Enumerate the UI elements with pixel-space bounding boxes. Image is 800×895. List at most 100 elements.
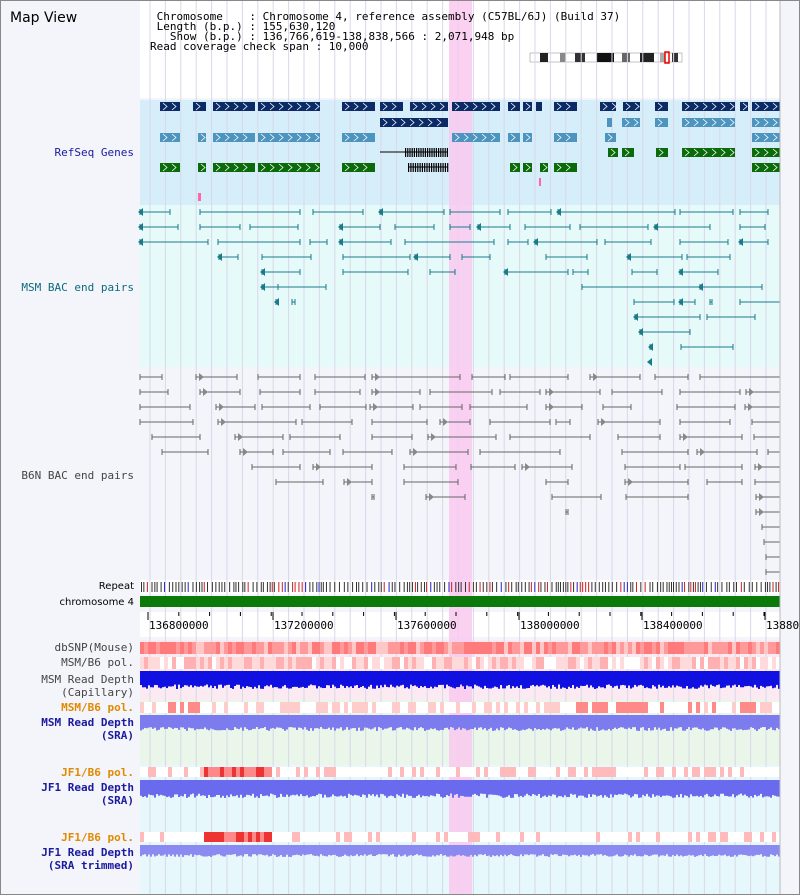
- msm-pol-heat-cell: [596, 657, 600, 669]
- msm-depth-sra-bar: [726, 715, 728, 729]
- jf1-depth-trim-bar: [300, 845, 302, 856]
- msm-pol2-heat-cell: [464, 702, 468, 713]
- track-label-msm-pol-2[interactable]: MSM/B6 pol.: [61, 701, 134, 714]
- msm-bac-end-marker: [678, 268, 683, 276]
- jf1-pol-heat-cell: [520, 767, 524, 777]
- jf1-depth-sra-bar: [330, 780, 332, 797]
- msm-pol-heat-cell: [628, 657, 632, 669]
- msm-depth-cap-bar: [176, 671, 178, 689]
- msm-pol2-heat-cell: [768, 702, 772, 713]
- msm-depth-sra-bar: [252, 715, 254, 729]
- msm-depth-sra-bar: [544, 715, 546, 730]
- msm-depth-cap-bar: [752, 671, 754, 688]
- jf1-depth-sra-bar: [478, 780, 480, 797]
- gene-strand-arrow: [362, 133, 368, 142]
- jf1-pol-heat-cell: [176, 767, 180, 777]
- dbsnp-heat-cell: [148, 642, 152, 654]
- msm-depth-cap-bar: [422, 671, 424, 688]
- track-label-dbsnp[interactable]: dbSNP(Mouse): [54, 641, 134, 654]
- track-label-b6n-bac[interactable]: B6N BAC end pairs: [21, 469, 134, 482]
- msm-depth-cap-bar: [324, 671, 326, 688]
- jf1-depth-sra-bar: [634, 780, 636, 795]
- dbsnp-heat-cell: [504, 642, 508, 654]
- msm-depth-cap-bar: [664, 671, 666, 688]
- track-label-jf1-depth-sra[interactable]: JF1 Read Depth: [41, 781, 134, 794]
- jf1-depth-sra-bar: [160, 780, 162, 795]
- dbsnp-heat-cell: [396, 642, 400, 654]
- repeat-feature: [409, 582, 411, 592]
- jf1-pol-heat-cell: [212, 767, 216, 777]
- track-label-jf1-depth-trim[interactable]: JF1 Read Depth: [41, 846, 134, 859]
- msm-depth-sra-bar: [394, 715, 396, 731]
- msm-depth-sra-bar: [682, 715, 684, 731]
- msm-depth-sra-bar: [388, 715, 390, 728]
- jf1-depth-sra-bar: [352, 780, 354, 796]
- msm-depth-cap-bar: [240, 671, 242, 689]
- msm-pol2-heat-cell: [512, 702, 516, 713]
- track-label-refseq[interactable]: RefSeq Genes: [54, 146, 134, 159]
- jf1-pol-heat-cell: [512, 767, 516, 777]
- track-label-msm-bac[interactable]: MSM BAC end pairs: [21, 281, 134, 294]
- msm-depth-sra-bar: [296, 715, 298, 731]
- msm-depth-sra-bar: [686, 715, 688, 730]
- track-label-msm-depth-cap[interactable]: MSM Read Depth: [41, 673, 134, 686]
- msm-pol2-heat-cell: [600, 702, 604, 713]
- gene-exon: [422, 148, 424, 157]
- msm-pol-heat-cell: [448, 657, 452, 669]
- msm-pol2-heat-cell: [684, 702, 688, 713]
- msm-depth-cap-bar: [296, 671, 298, 687]
- msm-depth-sra-bar: [668, 715, 670, 731]
- repeat-feature: [451, 582, 453, 592]
- track-label-jf1-pol[interactable]: JF1/B6 pol.: [61, 766, 134, 779]
- repeat-feature: [705, 582, 707, 592]
- jf1-pol2-heat-cell: [472, 832, 476, 842]
- jf1-depth-trim-bar: [724, 845, 726, 855]
- gene-strand-arrow: [463, 102, 469, 111]
- msm-pol2-heat-cell: [564, 702, 568, 713]
- msm-depth-cap-bar: [414, 671, 416, 686]
- dbsnp-heat-cell: [632, 642, 636, 654]
- repeat-feature: [168, 582, 170, 592]
- gene-strand-arrow: [565, 163, 571, 172]
- b6n-bac-end-marker: [347, 478, 352, 486]
- track-label-msm-depth-sra[interactable]: MSM Read Depth: [41, 716, 134, 729]
- jf1-pol2-heat-cell: [164, 832, 168, 842]
- gene-exon: [413, 148, 415, 157]
- jf1-depth-sra-bar: [700, 780, 702, 796]
- msm-pol-heat-cell: [328, 657, 332, 669]
- jf1-depth-sra-bar: [776, 780, 778, 797]
- msm-depth-sra-bar: [492, 715, 494, 731]
- jf1-depth-trim-bar: [354, 845, 356, 856]
- track-label-jf1-pol-2[interactable]: JF1/B6 pol.: [61, 831, 134, 844]
- jf1-depth-sra-bar: [622, 780, 624, 795]
- msm-depth-sra-bar: [494, 715, 496, 731]
- jf1-pol-heat-cell: [648, 767, 652, 777]
- track-label-msm-pol[interactable]: MSM/B6 pol.: [61, 656, 134, 669]
- msm-depth-sra-bar: [422, 715, 424, 729]
- msm-pol-heat-cell: [220, 657, 224, 669]
- jf1-depth-trim-bar: [298, 845, 300, 856]
- jf1-depth-sra-bar: [650, 780, 652, 798]
- gene-strand-arrow: [200, 133, 206, 142]
- msm-depth-cap-bar: [568, 671, 570, 687]
- msm-depth-sra-bar: [670, 715, 672, 728]
- jf1-depth-sra-bar: [314, 780, 316, 797]
- jf1-depth-trim-bar: [276, 845, 278, 857]
- repeat-feature: [743, 582, 745, 592]
- track-label-repeat[interactable]: Repeat: [98, 581, 134, 592]
- msm-pol-heat-cell: [316, 657, 320, 669]
- gene-strand-arrow: [344, 163, 350, 172]
- b6n-bac-end-marker: [375, 388, 380, 396]
- msm-bac-end-marker: [378, 208, 383, 216]
- msm-pol2-heat-cell: [348, 702, 352, 713]
- msm-pol-heat-cell: [428, 657, 432, 669]
- msm-depth-sra-bar: [720, 715, 722, 730]
- dbsnp-heat-cell: [684, 642, 688, 654]
- repeat-feature: [662, 582, 664, 592]
- repeat-feature: [675, 582, 677, 592]
- repeat-feature: [769, 582, 771, 592]
- jf1-depth-sra-bar: [360, 780, 362, 797]
- msm-depth-cap-bar: [202, 671, 204, 687]
- gene-strand-arrow: [362, 102, 368, 111]
